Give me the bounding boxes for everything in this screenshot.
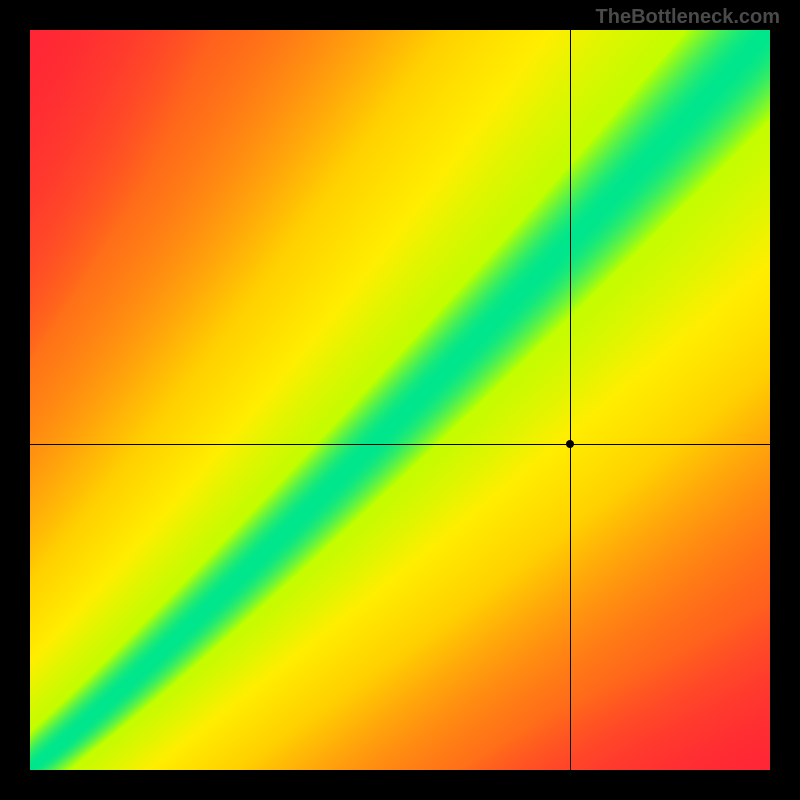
- bottleneck-heatmap-chart: [30, 30, 770, 770]
- marker-dot: [566, 440, 574, 448]
- heatmap-canvas: [30, 30, 770, 770]
- crosshair-vertical: [570, 30, 571, 770]
- watermark-text: TheBottleneck.com: [596, 6, 780, 29]
- crosshair-horizontal: [30, 444, 770, 445]
